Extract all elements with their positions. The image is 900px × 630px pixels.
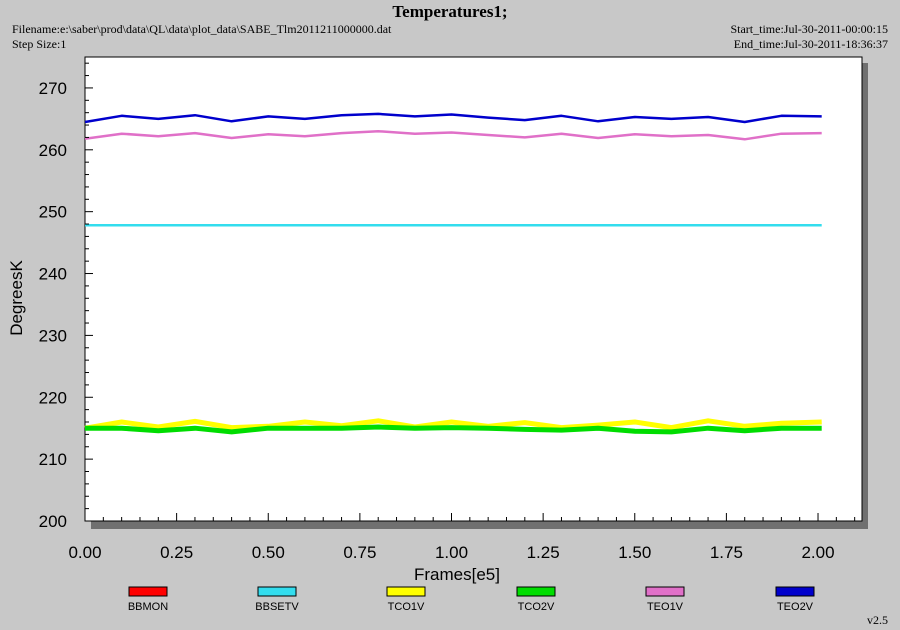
y-axis-label: DegreesK bbox=[7, 260, 26, 336]
x-tick-label: 1.50 bbox=[618, 543, 651, 562]
version-label: v2.5 bbox=[867, 613, 888, 627]
x-tick-label: 2.00 bbox=[801, 543, 834, 562]
series-line-tco1v bbox=[84, 418, 822, 431]
plot-area bbox=[84, 56, 863, 522]
y-tick-label: 200 bbox=[39, 512, 67, 531]
x-tick-label: 1.75 bbox=[710, 543, 743, 562]
end-time-label: End_time:Jul-30-2011-18:36:37 bbox=[733, 37, 888, 51]
legend-swatch-bbsetv bbox=[257, 586, 297, 597]
legend-swatch-tco2v bbox=[516, 586, 556, 597]
legend-label-tco2v: TCO2V bbox=[518, 601, 555, 613]
legend-swatch-teo1v bbox=[645, 586, 685, 597]
legend-swatch-bbmon bbox=[128, 586, 168, 597]
series-line-teo2v bbox=[84, 112, 822, 124]
y-tick-label: 220 bbox=[39, 388, 67, 407]
axes-layer: 200 210 220 230 240 250 260 270 0.00 0.25 0.50 0.75… bbox=[39, 62, 856, 562]
legend-label-bbmon: BBMON bbox=[128, 601, 168, 613]
series-line-tco2v bbox=[85, 424, 822, 435]
filename-label: Filename:e:\saber\prod\data\QL\data\plot… bbox=[12, 22, 392, 36]
legend: BBMON BBSETV TCO1V TCO2V TEO1V TEO2V bbox=[128, 586, 815, 613]
y-tick-label: 250 bbox=[39, 203, 67, 222]
y-tick-label: 260 bbox=[39, 141, 67, 160]
chart-title: Temperatures1; bbox=[392, 2, 508, 21]
y-tick-label: 210 bbox=[39, 450, 67, 469]
legend-swatch-tco1v bbox=[386, 586, 426, 597]
y-tick-label: 240 bbox=[39, 265, 67, 284]
x-tick-label: 0.00 bbox=[68, 543, 101, 562]
series-layer bbox=[84, 112, 822, 435]
y-tick-label: 270 bbox=[39, 79, 67, 98]
y-tick-label: 230 bbox=[39, 326, 67, 345]
x-tick-label: 1.25 bbox=[527, 543, 560, 562]
x-tick-label: 1.00 bbox=[435, 543, 468, 562]
legend-label-teo1v: TEO1V bbox=[647, 601, 684, 613]
legend-swatch-teo2v bbox=[775, 586, 815, 597]
series-line-teo1v bbox=[84, 129, 822, 141]
x-axis-label: Frames[e5] bbox=[414, 565, 500, 584]
x-tick-label: 0.50 bbox=[252, 543, 285, 562]
legend-label-bbsetv: BBSETV bbox=[255, 601, 299, 613]
x-tick-label: 0.25 bbox=[160, 543, 193, 562]
start-time-label: Start_time:Jul-30-2011-00:00:15 bbox=[730, 22, 888, 36]
step-size-label: Step Size:1 bbox=[12, 37, 67, 51]
x-tick-label: 0.75 bbox=[343, 543, 376, 562]
legend-label-teo2v: TEO2V bbox=[777, 601, 814, 613]
legend-label-tco1v: TCO1V bbox=[388, 601, 425, 613]
